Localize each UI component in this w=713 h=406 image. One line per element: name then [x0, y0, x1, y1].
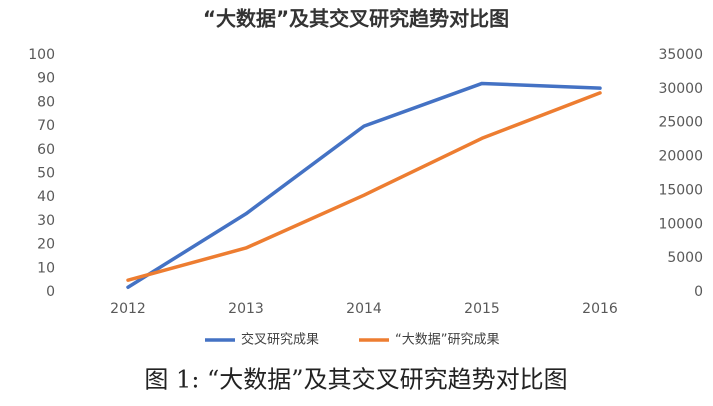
x-tick-label: 2016 — [582, 301, 618, 317]
x-tick-label: 2014 — [346, 301, 382, 317]
y2-tick-label: 0 — [694, 284, 703, 300]
y2-tick-label: 25000 — [658, 115, 703, 131]
y2-tick-label: 30000 — [658, 81, 703, 97]
chart-title: “大数据”及其交叉研究趋势对比图 — [203, 7, 509, 31]
y2-tick-label: 10000 — [658, 216, 703, 232]
caption: 图 1: “大数据”及其交叉研究趋势对比图 — [144, 366, 567, 394]
legend-label: “大数据”研究成果 — [395, 333, 499, 348]
y-tick-label: 90 — [37, 71, 55, 87]
series-line — [126, 81, 602, 290]
legend-label: 交叉研究成果 — [241, 332, 319, 348]
x-tick-label: 2013 — [228, 301, 264, 317]
y-tick-label: 50 — [37, 166, 55, 182]
y-tick-label: 20 — [37, 237, 55, 253]
y-tick-label: 40 — [37, 189, 55, 205]
y-tick-label: 80 — [37, 94, 55, 110]
x-tick-label: 2015 — [464, 301, 500, 317]
y2-tick-label: 35000 — [658, 47, 703, 63]
x-tick-label: 2012 — [110, 301, 146, 317]
y-tick-label: 30 — [37, 213, 55, 229]
y-tick-label: 10 — [37, 260, 55, 276]
y-tick-label: 0 — [46, 284, 55, 300]
y2-tick-label: 5000 — [667, 250, 703, 266]
y2-tick-label: 15000 — [658, 182, 703, 198]
y-tick-label: 60 — [37, 142, 55, 158]
series-line — [126, 91, 602, 282]
y-tick-label: 70 — [37, 118, 55, 134]
y-tick-label: 100 — [28, 47, 55, 63]
y2-tick-label: 20000 — [658, 149, 703, 165]
